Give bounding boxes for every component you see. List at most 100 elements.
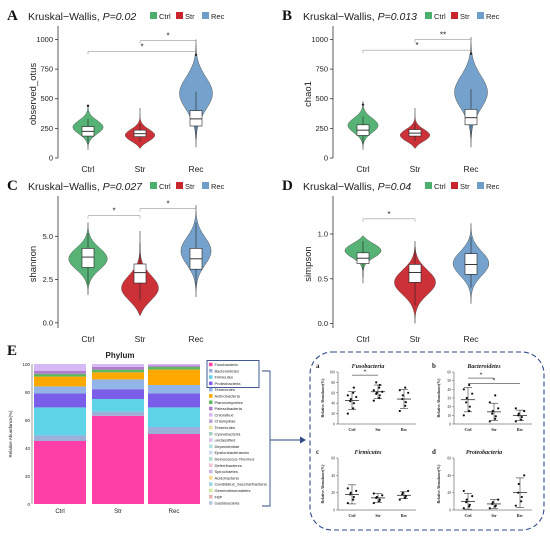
y-tick-label: 40 — [331, 474, 335, 478]
bar-segment-bacteroidetes — [148, 427, 200, 434]
x-tick-label: Rec — [517, 427, 524, 432]
legend-label-ctrl: Ctrl — [159, 182, 171, 191]
legend-label-rec: Rec — [211, 182, 225, 191]
legend-label: Chloroflexi — [215, 412, 234, 417]
x-tick-label: Str — [375, 427, 381, 432]
y-tick-label: 100 — [22, 362, 30, 367]
data-point — [494, 394, 497, 397]
y-axis-label: observed_otus — [28, 63, 39, 126]
panel-title: Kruskal−Wallis, P=0.013 — [303, 11, 417, 23]
legend-swatch-rec — [477, 12, 484, 19]
data-point — [352, 402, 355, 405]
y-tick-label: 500 — [40, 94, 53, 103]
bar-segment-actinobacteria — [34, 376, 86, 387]
subpanel-title: Fusobacteria — [352, 364, 385, 370]
subpanel-title: Bacteroidetes — [466, 364, 501, 370]
data-point — [488, 507, 491, 510]
data-point — [355, 395, 358, 399]
bar-segment-chloroflexi — [148, 364, 200, 366]
box-rec — [189, 110, 203, 127]
significance-mark: * — [364, 370, 367, 376]
panel-label: E — [7, 343, 17, 359]
stacked-bar-panel: E Phylum 0 20 40 60 80 100 Relative Abundance(%)… — [7, 343, 306, 515]
legend-label: Deinococcus-Thermus — [215, 457, 255, 462]
legend-label: Patescibacteria — [215, 406, 243, 411]
y-tick-label: 40 — [25, 446, 31, 451]
bar-segment-patescibacteria — [148, 365, 200, 367]
y-tick-label: 40 — [447, 474, 451, 478]
data-point — [404, 404, 407, 407]
legend-label: Acidobacteria — [215, 475, 240, 480]
violin-panel-C: C Kruskal−Wallis, P=0.027 Ctrl Str Rec 0.0 2.5… — [7, 178, 225, 344]
data-point — [488, 401, 491, 404]
data-point — [352, 495, 355, 499]
legend-swatch — [209, 362, 213, 367]
violin-panel-B: B Kruskal−Wallis, P=0.013 Ctrl Str Rec 0 250 50… — [282, 8, 500, 174]
data-point — [398, 498, 401, 501]
bar-segment-firmicutes — [92, 399, 144, 412]
data-point — [520, 415, 523, 419]
subpanel-label: a — [316, 362, 320, 370]
data-point — [471, 495, 474, 498]
bar-segment-proteobacteria — [92, 389, 144, 399]
y-tick-label: 40 — [447, 388, 451, 392]
significance-mark: ** — [440, 30, 446, 39]
legend-swatch — [209, 425, 213, 430]
x-tick-label: Rec — [169, 509, 180, 515]
data-point — [462, 414, 465, 417]
legend-swatch — [209, 457, 213, 461]
bar-segment-planctomycetes — [92, 369, 144, 373]
data-point — [346, 394, 349, 397]
dot-plot-a: a Fusobacteria 0 20 40 60 80 100 Relative Abunda… — [316, 362, 416, 432]
panel-title: Kruskal−Wallis, P=0.02 — [28, 11, 136, 23]
box-str — [408, 264, 422, 283]
y-tick-label: 1.0 — [318, 230, 328, 239]
legend-swatch — [209, 394, 213, 398]
y-tick-label: 0 — [449, 423, 451, 427]
data-point — [404, 386, 407, 389]
data-point — [494, 504, 497, 507]
y-tick-label: 60 — [25, 418, 31, 423]
y-tick-label: 60 — [447, 457, 451, 461]
legend-label-ctrl: Ctrl — [434, 182, 446, 191]
panel-title: Kruskal−Wallis, P=0.027 — [28, 181, 143, 193]
x-tick-label: Rec — [401, 427, 408, 432]
data-point — [471, 392, 474, 395]
x-tick-label: Ctrl — [356, 164, 369, 174]
significance-mark: * — [112, 207, 115, 216]
bar-segment-fusobacteria — [92, 415, 144, 504]
violin-panel-A: A Kruskal−Wallis, P=0.02 Ctrl Str Rec 0 250 500… — [7, 8, 225, 174]
bar-segment-proteobacteria — [34, 393, 86, 408]
data-point — [468, 503, 471, 506]
violin-panel-D: D Kruskal−Wallis, P=0.04 Ctrl Str Rec 0.0 0.5 1… — [282, 178, 500, 344]
bar-segment-actinobacteria — [92, 372, 144, 380]
data-point — [520, 495, 523, 499]
panel-label: B — [282, 8, 292, 24]
outlier-point — [361, 103, 365, 106]
legend-label: Gastobacteria — [215, 501, 241, 506]
y-tick-label: 20 — [447, 491, 451, 495]
y-axis-label: Relative Abundance(%) — [8, 410, 13, 458]
y-tick-label: 5.0 — [43, 232, 53, 241]
x-tick-label: Ctrl — [464, 513, 472, 518]
legend-swatch — [209, 406, 213, 411]
data-point — [401, 394, 404, 397]
y-tick-label: 60 — [331, 391, 335, 395]
legend-swatch-str — [176, 182, 183, 189]
x-tick-label: Str — [491, 513, 497, 518]
legend-swatch — [209, 419, 213, 423]
legend-swatch — [209, 375, 213, 379]
data-point — [407, 391, 410, 394]
bar-segment-planctomycetes — [148, 366, 200, 370]
y-tick-label: 0.0 — [43, 318, 53, 327]
y-tick-label: 750 — [40, 65, 53, 74]
data-point — [352, 391, 355, 394]
legend-label: Epsilonbacteraeota — [215, 450, 250, 455]
legend-label: Planctomycetes — [215, 400, 243, 405]
box-rec — [464, 109, 478, 126]
data-point — [494, 415, 497, 418]
dot-plot-b: b Bacteroidetes 0 10 20 30 40 50 60 Relative Abun… — [432, 362, 532, 432]
outlier-point — [469, 52, 473, 55]
legend-label-ctrl: Ctrl — [434, 12, 446, 21]
data-point — [401, 491, 404, 494]
